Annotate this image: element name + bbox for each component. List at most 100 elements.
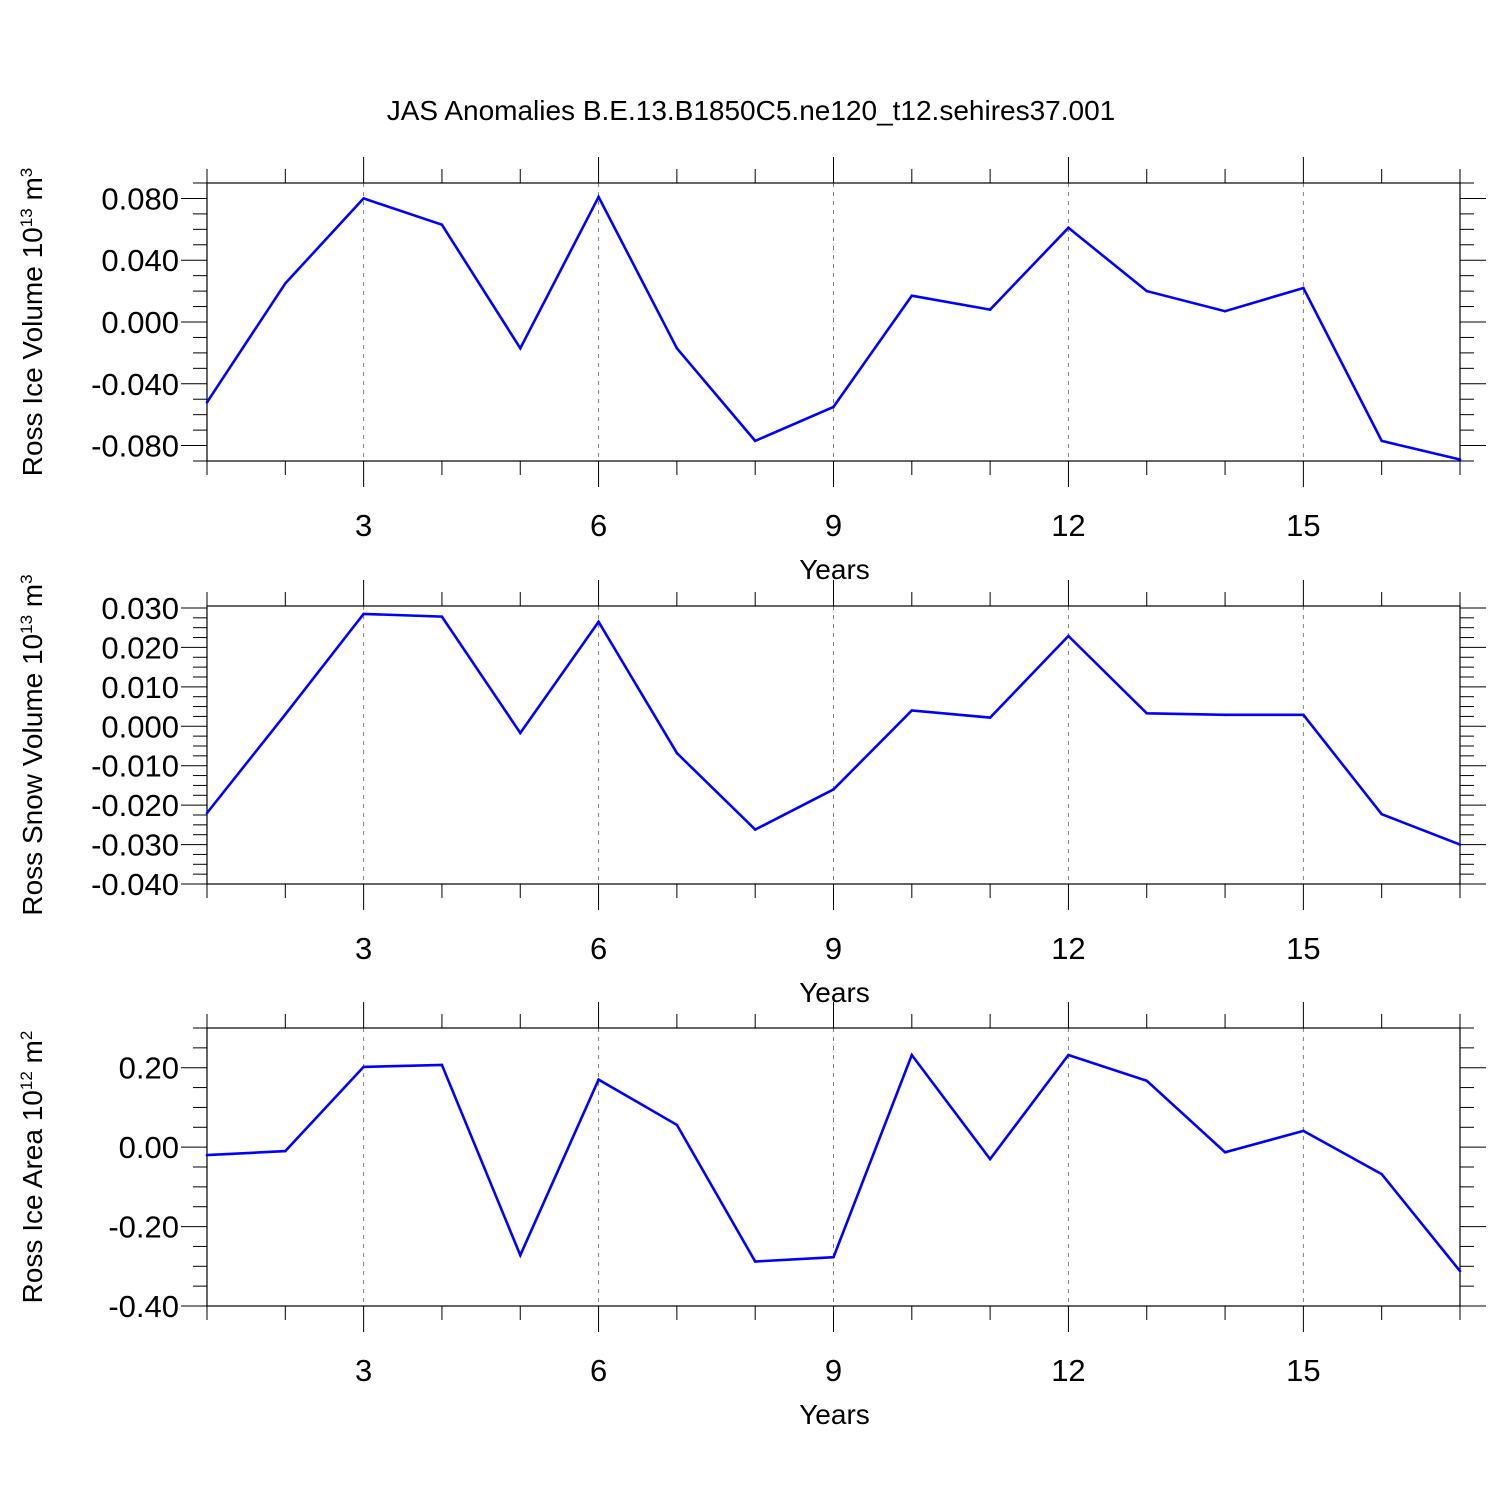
data-point (1067, 634, 1070, 638)
y-axis-label-part: m (17, 1040, 48, 1071)
data-point (1380, 439, 1383, 443)
y-tick-label: 0.000 (101, 709, 179, 744)
x-tick-label: 6 (590, 931, 607, 966)
x-axis-label: Years (799, 1399, 870, 1430)
figure-title: JAS Anomalies B.E.13.B1850C5.ne120_t12.s… (387, 95, 1116, 126)
data-point (362, 612, 365, 616)
y-axis-label: Ross Snow Volume 1013 m3 (17, 574, 48, 915)
y-tick-label: -0.010 (91, 749, 179, 784)
y-tick-label: 0.040 (101, 243, 179, 278)
data-point (1302, 1129, 1305, 1133)
y-tick-label: 0.000 (101, 305, 179, 340)
data-point (1302, 286, 1305, 290)
data-point (675, 751, 679, 755)
data-point (205, 811, 209, 815)
data-point (284, 282, 287, 285)
data-point (753, 1260, 757, 1263)
data-point (675, 1123, 679, 1127)
data-point (988, 716, 992, 719)
y-axis-label-superscript: 13 (17, 615, 36, 634)
y-tick-label: -0.020 (91, 788, 179, 823)
data-point (753, 439, 757, 443)
data-point (988, 1157, 992, 1161)
x-tick-label: 3 (355, 508, 372, 543)
panel-3: -0.40 -0.20 0.00 0.20 3 6 9 12 15 Years Ross Ice A… (17, 1002, 1486, 1430)
y-axis-label: Ross Ice Area 1012 m2 (17, 1031, 48, 1304)
x-tick-label: 9 (825, 1353, 842, 1388)
x-tick-label: 3 (355, 931, 372, 966)
data-point (832, 1255, 835, 1259)
data-point (753, 828, 757, 831)
data-point (205, 1153, 209, 1157)
y-axis-label-part: Ross Ice Volume 10 (17, 227, 48, 476)
data-point (1145, 1079, 1149, 1083)
data-point (1458, 458, 1462, 461)
data-point (597, 620, 600, 624)
y-tick-label: 0.020 (101, 630, 179, 665)
y-axis-label-part: m (17, 584, 48, 615)
data-point (518, 1253, 522, 1257)
data-point (1223, 713, 1227, 717)
x-tick-label: 15 (1286, 508, 1320, 543)
x-tick-label: 15 (1286, 1353, 1320, 1388)
data-point (988, 308, 992, 311)
y-tick-label: 0.010 (101, 670, 179, 705)
x-tick-label: 12 (1051, 508, 1085, 543)
x-tick-label: 9 (825, 931, 842, 966)
y-tick-label: -0.20 (108, 1210, 179, 1245)
panels: -0.080 -0.040 0.000 0.040 0.080 3 6 9 12 15 Years R… (17, 157, 1486, 1430)
data-point (832, 405, 835, 409)
x-axis-label: Years (799, 977, 870, 1008)
y-tick-label: -0.040 (91, 367, 179, 402)
data-point (1067, 226, 1070, 230)
y-axis-label-part: Ross Ice Area 10 (17, 1090, 48, 1303)
data-point (1458, 1269, 1462, 1273)
data-point (1223, 309, 1227, 313)
y-tick-label: -0.030 (91, 828, 179, 863)
y-axis-label: Ross Ice Volume 1013 m3 (17, 168, 48, 477)
x-tick-label: 12 (1051, 1353, 1085, 1388)
data-point (1380, 812, 1383, 816)
y-axis-label-superscript: 12 (17, 1071, 36, 1090)
panel-1: -0.080 -0.040 0.000 0.040 0.080 3 6 9 12 15 Years R… (17, 157, 1486, 585)
x-axis-label: Years (799, 554, 870, 585)
y-tick-label: 0.030 (101, 591, 179, 626)
y-axis-label-superscript: 13 (17, 208, 36, 227)
data-point (440, 223, 444, 226)
y-axis-label-superscript: 3 (17, 574, 36, 583)
data-point (1458, 843, 1462, 846)
data-point (362, 197, 365, 200)
y-tick-label: -0.080 (91, 429, 179, 464)
data-point (597, 1078, 600, 1081)
x-tick-label: 12 (1051, 931, 1085, 966)
x-tick-label: 3 (355, 1353, 372, 1388)
data-point (910, 1053, 914, 1057)
y-tick-label: -0.040 (91, 867, 179, 902)
data-point (284, 1149, 287, 1153)
data-point (205, 401, 209, 404)
x-tick-label: 6 (590, 508, 607, 543)
panel-2: -0.040 -0.030 -0.020 -0.010 0.000 0.010 0.020 0… (17, 574, 1486, 1008)
data-point (675, 346, 679, 350)
y-tick-label: -0.40 (108, 1289, 179, 1324)
y-axis-label-part: m (17, 177, 48, 208)
y-axis-label-superscript: 2 (17, 1031, 36, 1040)
y-axis-label-part: Ross Snow Volume 10 (17, 634, 48, 916)
y-axis-label-superscript: 3 (17, 168, 36, 177)
y-tick-label: 0.080 (101, 181, 179, 216)
data-point (910, 709, 914, 712)
data-point (440, 1063, 444, 1067)
data-point (1145, 711, 1149, 715)
data-point (440, 615, 444, 618)
data-point (284, 713, 287, 716)
data-point (518, 731, 522, 735)
y-tick-label: 0.20 (119, 1051, 179, 1086)
data-point (910, 294, 914, 298)
data-point (518, 346, 522, 350)
data-point (1380, 1172, 1383, 1176)
data-point (597, 195, 600, 199)
data-point (1067, 1053, 1070, 1057)
x-tick-label: 9 (825, 508, 842, 543)
